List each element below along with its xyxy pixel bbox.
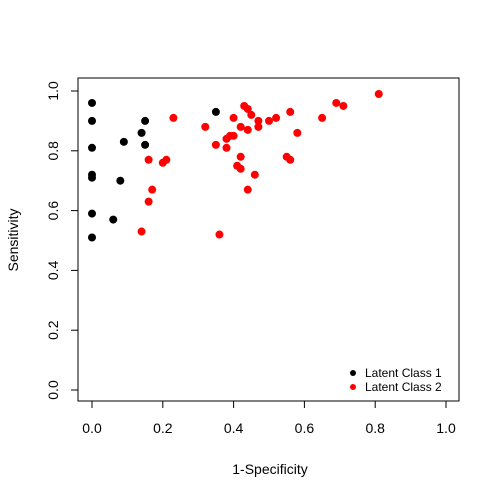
point-series-2 xyxy=(318,113,327,122)
point-series-2 xyxy=(332,98,341,107)
point-series-2 xyxy=(254,122,263,131)
point-series-1 xyxy=(211,107,220,116)
point-series-2 xyxy=(243,125,252,134)
x-tick-label: 0.2 xyxy=(153,420,173,436)
x-axis: 0.0 0.2 0.4 0.6 0.8 1.0 xyxy=(82,401,456,436)
y-tick-label: 1.0 xyxy=(45,81,61,101)
point-series-2 xyxy=(339,101,348,110)
legend-marker xyxy=(350,370,356,376)
y-tick-label: 0.8 xyxy=(45,141,61,161)
point-series-1 xyxy=(141,140,150,149)
point-series-2 xyxy=(162,155,171,164)
legend-label: Latent Class 1 xyxy=(365,366,442,380)
point-series-2 xyxy=(211,140,220,149)
point-series-2 xyxy=(236,152,245,161)
point-series-1 xyxy=(88,233,96,242)
x-axis-label: 1-Specificity xyxy=(232,461,307,477)
point-series-2 xyxy=(215,230,224,239)
point-series-1 xyxy=(137,128,146,137)
point-series-1 xyxy=(88,209,96,218)
point-series-1 xyxy=(109,215,118,224)
x-tick-label: 0.4 xyxy=(224,420,244,436)
point-series-1 xyxy=(141,116,150,125)
y-axis-label: Sensitivity xyxy=(5,208,21,271)
point-series-2 xyxy=(250,170,259,179)
point-series-2 xyxy=(243,104,252,113)
point-series-2 xyxy=(236,122,245,131)
y-tick-label: 0.4 xyxy=(45,260,61,280)
point-series-1 xyxy=(88,143,96,152)
point-series-2 xyxy=(265,116,273,125)
point-series-2 xyxy=(254,116,263,125)
point-series-2 xyxy=(286,155,295,164)
point-series-2 xyxy=(169,113,178,122)
point-series-2 xyxy=(293,128,302,137)
point-series-2 xyxy=(374,89,383,98)
point-series-2 xyxy=(144,155,153,164)
point-series-2 xyxy=(148,185,157,194)
x-tick-label: 0.8 xyxy=(365,420,385,436)
x-tick-label: 1.0 xyxy=(436,420,456,436)
point-series-2 xyxy=(201,122,210,131)
point-series-1 xyxy=(88,116,96,125)
y-tick-label: 0.0 xyxy=(45,380,61,400)
point-series-2 xyxy=(236,164,245,173)
point-series-2 xyxy=(247,110,256,119)
y-tick-label: 0.2 xyxy=(45,320,61,340)
point-series-2 xyxy=(144,197,153,206)
point-series-1 xyxy=(88,173,96,182)
y-tick-label: 0.6 xyxy=(45,201,61,221)
x-tick-label: 0.6 xyxy=(295,420,315,436)
point-series-2 xyxy=(243,185,252,194)
x-tick-label: 0.0 xyxy=(82,420,102,436)
point-series-2 xyxy=(286,107,295,116)
plot-frame xyxy=(77,77,460,402)
y-axis: 0.0 0.2 0.4 0.6 0.8 1.0 xyxy=(45,81,78,400)
point-series-1 xyxy=(88,98,96,107)
point-series-2 xyxy=(229,113,238,122)
point-series-1 xyxy=(119,137,128,146)
point-series-2 xyxy=(137,227,146,236)
point-series-2 xyxy=(229,131,238,140)
legend-label: Latent Class 2 xyxy=(365,380,442,394)
point-series-2 xyxy=(272,113,281,122)
point-series-2 xyxy=(222,143,231,152)
legend-marker xyxy=(350,384,356,390)
point-series-1 xyxy=(116,176,125,185)
data-points xyxy=(88,89,383,242)
